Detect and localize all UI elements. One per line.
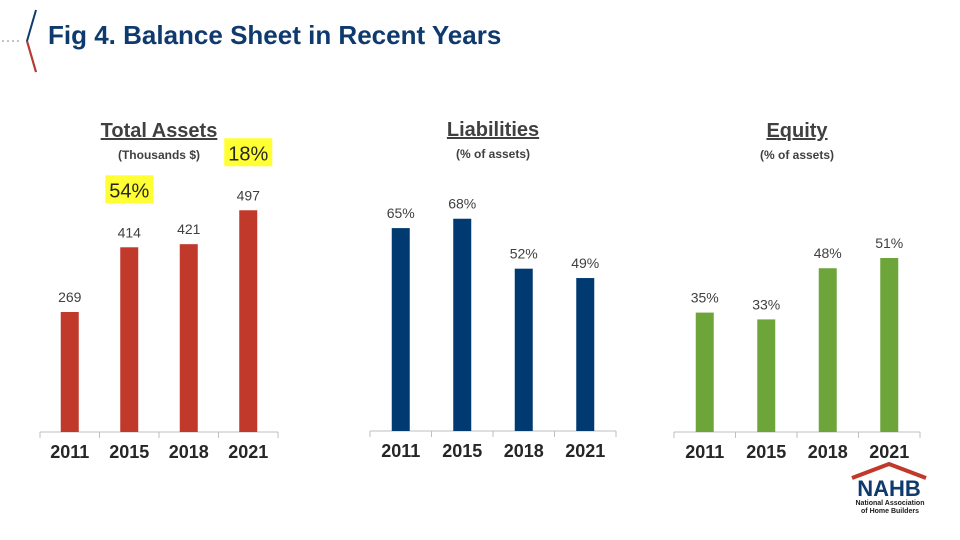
chart-title: Total Assets — [101, 120, 218, 142]
tick-label: 2011 — [381, 441, 420, 461]
data-label: 421 — [177, 221, 201, 237]
callout-highlight — [105, 175, 154, 204]
title-accent-icon — [2, 9, 37, 73]
data-label: 52% — [510, 246, 538, 262]
tick-label: 2018 — [504, 441, 544, 461]
data-label: 35% — [691, 290, 719, 306]
data-label: 65% — [387, 205, 415, 221]
data-label: 49% — [571, 255, 599, 271]
data-label: 33% — [752, 296, 780, 312]
bar — [391, 228, 410, 431]
tick-label: 2015 — [442, 441, 482, 461]
bar — [120, 247, 139, 432]
bar — [818, 268, 837, 432]
bar — [453, 218, 472, 431]
chart-subtitle: (% of assets) — [456, 147, 530, 161]
tick-label: 2011 — [50, 442, 89, 462]
tick-label: 2018 — [808, 442, 848, 462]
svg-text:NAHB: NAHB — [857, 476, 921, 501]
tick-label: 2021 — [565, 441, 605, 461]
tick-label: 2015 — [109, 442, 149, 462]
logo-caption: National Association of Home Builders — [852, 500, 928, 516]
chart-subtitle: (% of assets) — [760, 148, 834, 162]
tick-label: 2021 — [228, 442, 268, 462]
chart-subtitle: (Thousands $) — [118, 148, 200, 162]
nahb-logo: NAHB — [851, 462, 927, 501]
bar — [239, 210, 258, 432]
bar — [179, 244, 198, 432]
tick-label: 2021 — [869, 442, 909, 462]
logo-caption-line2: of Home Builders — [861, 508, 919, 515]
callout-highlight — [224, 138, 273, 167]
data-label: 269 — [58, 289, 82, 305]
tick-label: 2015 — [746, 442, 786, 462]
bar — [60, 311, 79, 432]
bar — [880, 258, 899, 432]
bar — [514, 268, 533, 431]
data-label: 68% — [448, 196, 476, 212]
data-label: 48% — [814, 245, 842, 261]
page-title: Fig 4. Balance Sheet in Recent Years — [48, 20, 502, 50]
callout-label: 54% — [109, 180, 149, 202]
bar — [757, 319, 776, 432]
chart-title: Equity — [766, 120, 828, 142]
tick-label: 2011 — [685, 442, 724, 462]
chart-title: Liabilities — [447, 119, 539, 141]
bar — [695, 312, 714, 432]
data-label: 51% — [875, 235, 903, 251]
bar — [576, 278, 595, 431]
data-label: 497 — [237, 187, 261, 203]
logo-caption-line1: National Association — [855, 500, 925, 507]
callout-label: 18% — [228, 143, 268, 165]
tick-label: 2018 — [169, 442, 209, 462]
data-label: 414 — [118, 224, 142, 240]
